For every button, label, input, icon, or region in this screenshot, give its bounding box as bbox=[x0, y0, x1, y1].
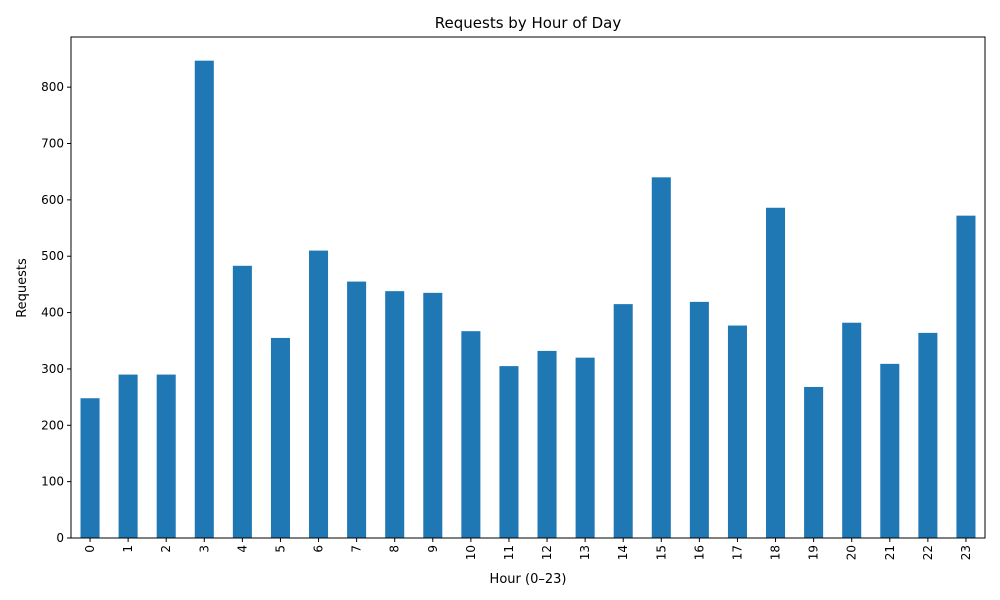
x-tick-label: 1 bbox=[121, 545, 135, 553]
x-axis-ticks: 0 1 2 3 4 5 6 7 8 9 10 11 12 13 14 15 16 17 18 19 20 21 22 23 bbox=[83, 538, 973, 560]
y-tick-label: 700 bbox=[41, 137, 64, 151]
bar-hour-13 bbox=[575, 357, 595, 538]
x-tick-label: 2 bbox=[159, 545, 173, 553]
chart-title: Requests by Hour of Day bbox=[435, 14, 622, 32]
x-tick-label: 6 bbox=[312, 545, 326, 553]
x-tick-label: 16 bbox=[692, 545, 706, 560]
x-tick-label: 13 bbox=[578, 545, 592, 560]
y-tick-label: 0 bbox=[56, 531, 64, 545]
x-tick-label: 14 bbox=[616, 545, 630, 560]
y-tick-label: 800 bbox=[41, 80, 64, 94]
y-tick-label: 500 bbox=[41, 249, 64, 263]
bar-hour-17 bbox=[727, 325, 747, 538]
x-tick-label: 4 bbox=[235, 545, 249, 553]
bar-hour-16 bbox=[689, 301, 709, 538]
bar-hour-7 bbox=[347, 281, 367, 538]
x-tick-label: 12 bbox=[540, 545, 554, 560]
y-axis-ticks: 0 100 200 300 400 500 600 700 800 bbox=[41, 80, 71, 545]
x-tick-label: 19 bbox=[807, 545, 821, 560]
bar-hour-22 bbox=[918, 332, 938, 538]
bar-hour-4 bbox=[232, 265, 252, 538]
x-tick-label: 5 bbox=[273, 545, 287, 553]
x-tick-label: 11 bbox=[502, 545, 516, 560]
y-tick-label: 200 bbox=[41, 418, 64, 432]
bar-hour-14 bbox=[613, 304, 633, 538]
plot-frame bbox=[70, 36, 986, 539]
bar-hour-0 bbox=[80, 398, 100, 538]
x-tick-label: 7 bbox=[350, 545, 364, 553]
x-tick-label: 22 bbox=[921, 545, 935, 560]
x-tick-label: 15 bbox=[654, 545, 668, 560]
x-tick-label: 0 bbox=[83, 545, 97, 553]
x-tick-label: 23 bbox=[959, 545, 973, 560]
bar-hour-2 bbox=[156, 374, 176, 538]
bar-hour-12 bbox=[537, 350, 557, 538]
x-tick-label: 18 bbox=[769, 545, 783, 560]
y-tick-label: 600 bbox=[41, 193, 64, 207]
x-axis-title: Hour (0–23) bbox=[490, 572, 567, 587]
y-tick-label: 400 bbox=[41, 306, 64, 320]
x-tick-label: 10 bbox=[464, 545, 478, 560]
bar-hour-11 bbox=[499, 366, 519, 538]
bar-hour-23 bbox=[956, 215, 976, 538]
y-tick-label: 100 bbox=[41, 475, 64, 489]
bar-hour-1 bbox=[118, 374, 138, 538]
x-tick-label: 3 bbox=[197, 545, 211, 553]
bar-hour-18 bbox=[766, 207, 786, 538]
bar-hour-9 bbox=[423, 292, 443, 538]
bars-group bbox=[80, 60, 976, 539]
bar-hour-19 bbox=[804, 386, 824, 538]
bar-hour-3 bbox=[194, 60, 214, 539]
x-tick-label: 20 bbox=[845, 545, 859, 560]
bar-hour-6 bbox=[309, 250, 329, 538]
bar-hour-21 bbox=[880, 363, 900, 538]
bar-hour-15 bbox=[651, 177, 671, 538]
bar-hour-5 bbox=[270, 337, 290, 538]
bar-hour-20 bbox=[842, 322, 862, 538]
x-tick-label: 21 bbox=[883, 545, 897, 560]
x-tick-label: 17 bbox=[730, 545, 744, 560]
bar-hour-8 bbox=[385, 291, 405, 538]
bar-hour-10 bbox=[461, 331, 481, 538]
y-axis-title: Requests bbox=[15, 258, 30, 318]
y-tick-label: 300 bbox=[41, 362, 64, 376]
x-tick-label: 9 bbox=[426, 545, 440, 553]
x-tick-label: 8 bbox=[388, 545, 402, 553]
